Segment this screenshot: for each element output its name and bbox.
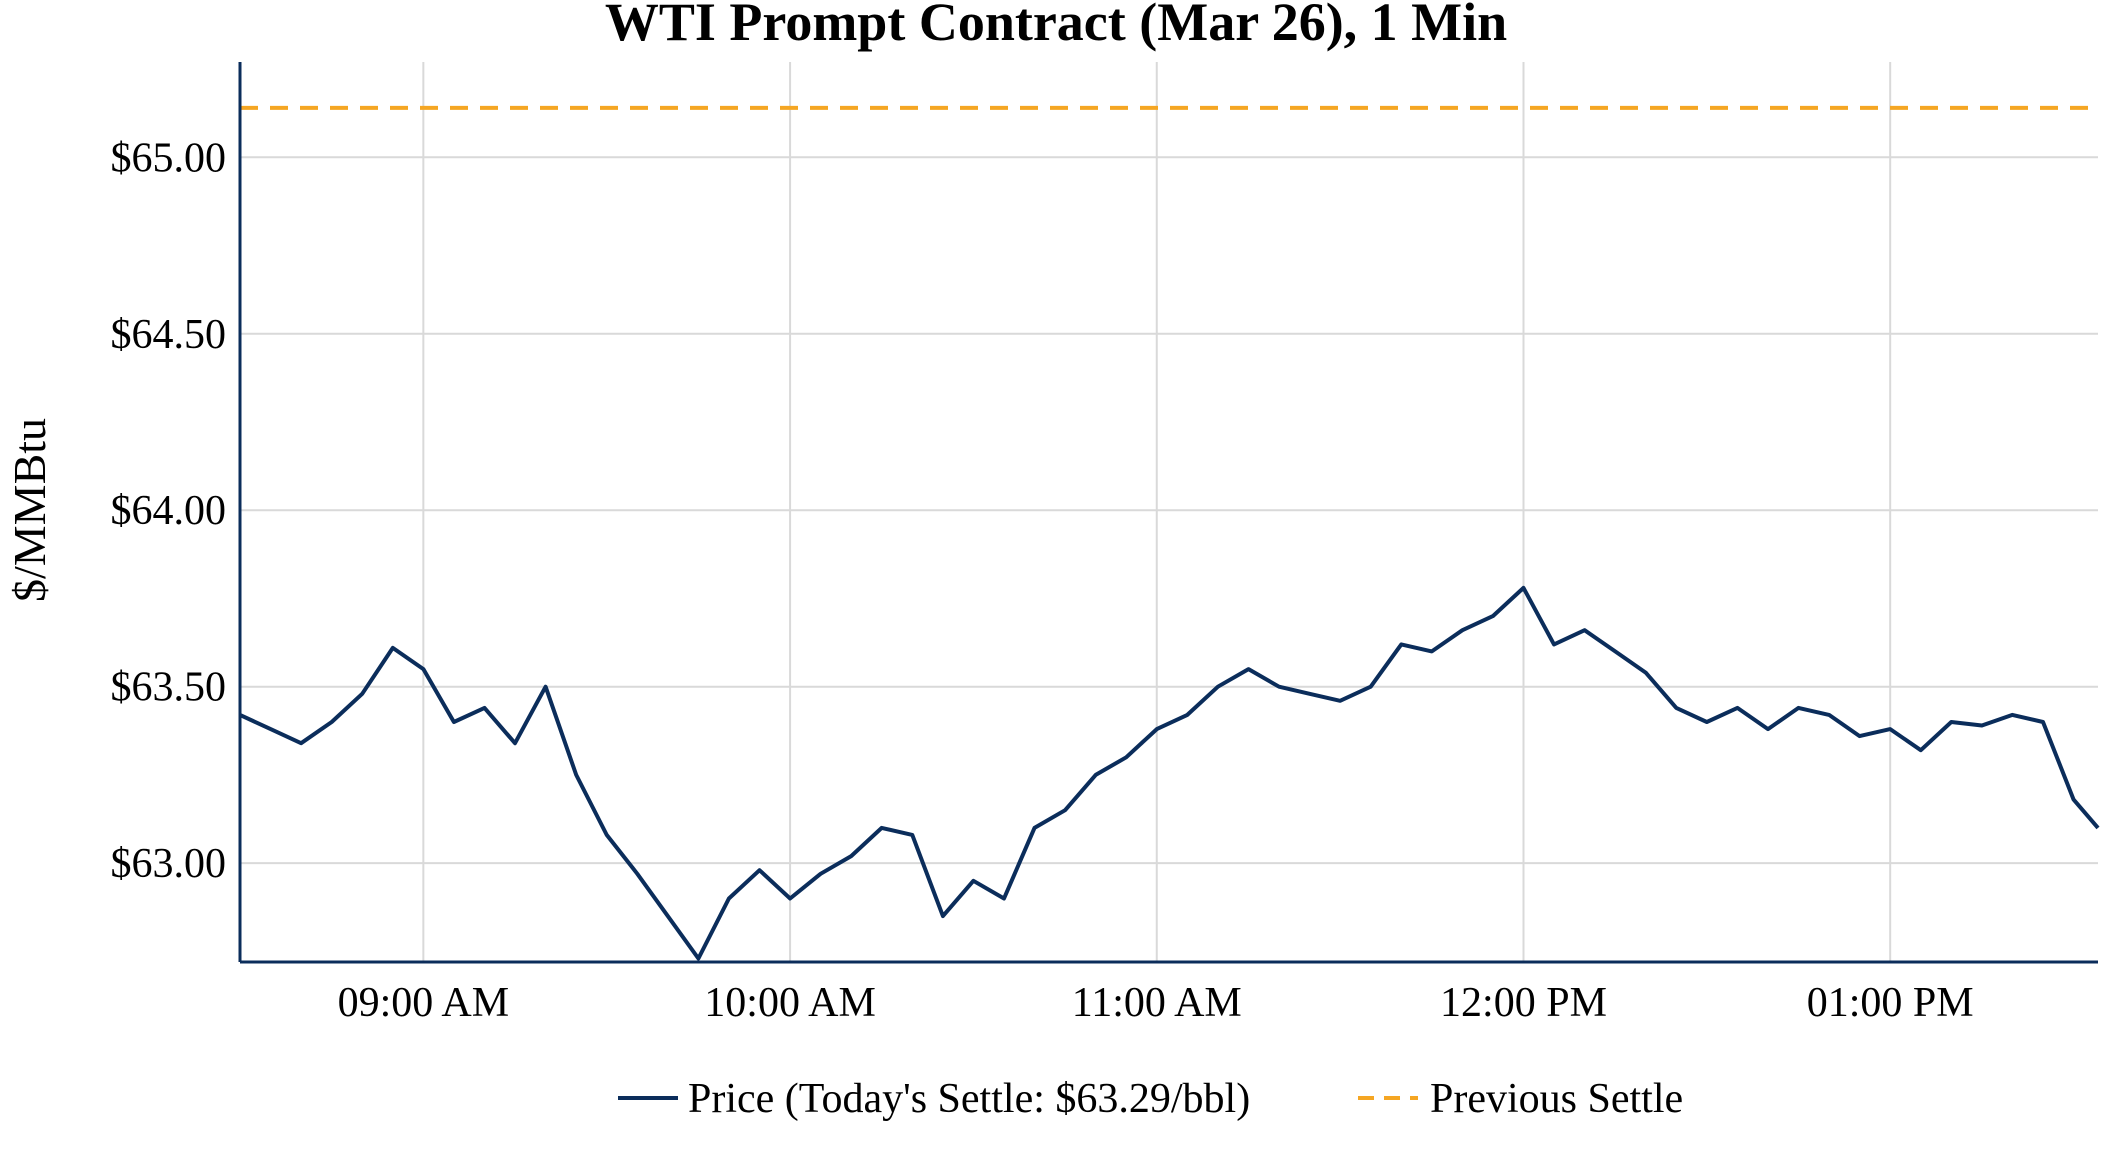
legend: Price (Today's Settle: $63.29/bbl) Previ… [618, 1076, 1683, 1122]
y-tick-label: $63.50 [111, 665, 227, 711]
x-tick-label: 10:00 AM [704, 980, 876, 1026]
price-line [239, 585, 2100, 961]
y-tick-label: $63.00 [111, 841, 227, 887]
x-tick-label: 11:00 AM [1072, 980, 1242, 1026]
chart-title: WTI Prompt Contract (Mar 26), 1 Min [605, 0, 1507, 52]
series-layer [239, 105, 2100, 961]
y-axis-title: $/MMBtu [4, 418, 55, 602]
legend-prev-settle-label: Previous Settle [1430, 1076, 1683, 1122]
y-tick-label: $64.00 [111, 488, 227, 534]
x-tick-label: 01:00 PM [1807, 980, 1974, 1026]
x-tick-label: 09:00 AM [338, 980, 510, 1026]
x-tick-label: 12:00 PM [1440, 980, 1607, 1026]
y-axis-ticks: $63.00 $63.50 $64.00 $64.50 $65.00 [111, 135, 227, 887]
legend-price-label: Price (Today's Settle: $63.29/bbl) [688, 1076, 1250, 1122]
x-axis-ticks: 09:00 AM 10:00 AM 11:00 AM 12:00 PM 01:00 PM [338, 980, 1974, 1026]
y-tick-label: $65.00 [111, 135, 227, 181]
y-tick-label: $64.50 [111, 312, 227, 358]
grid-lines [240, 62, 2098, 962]
